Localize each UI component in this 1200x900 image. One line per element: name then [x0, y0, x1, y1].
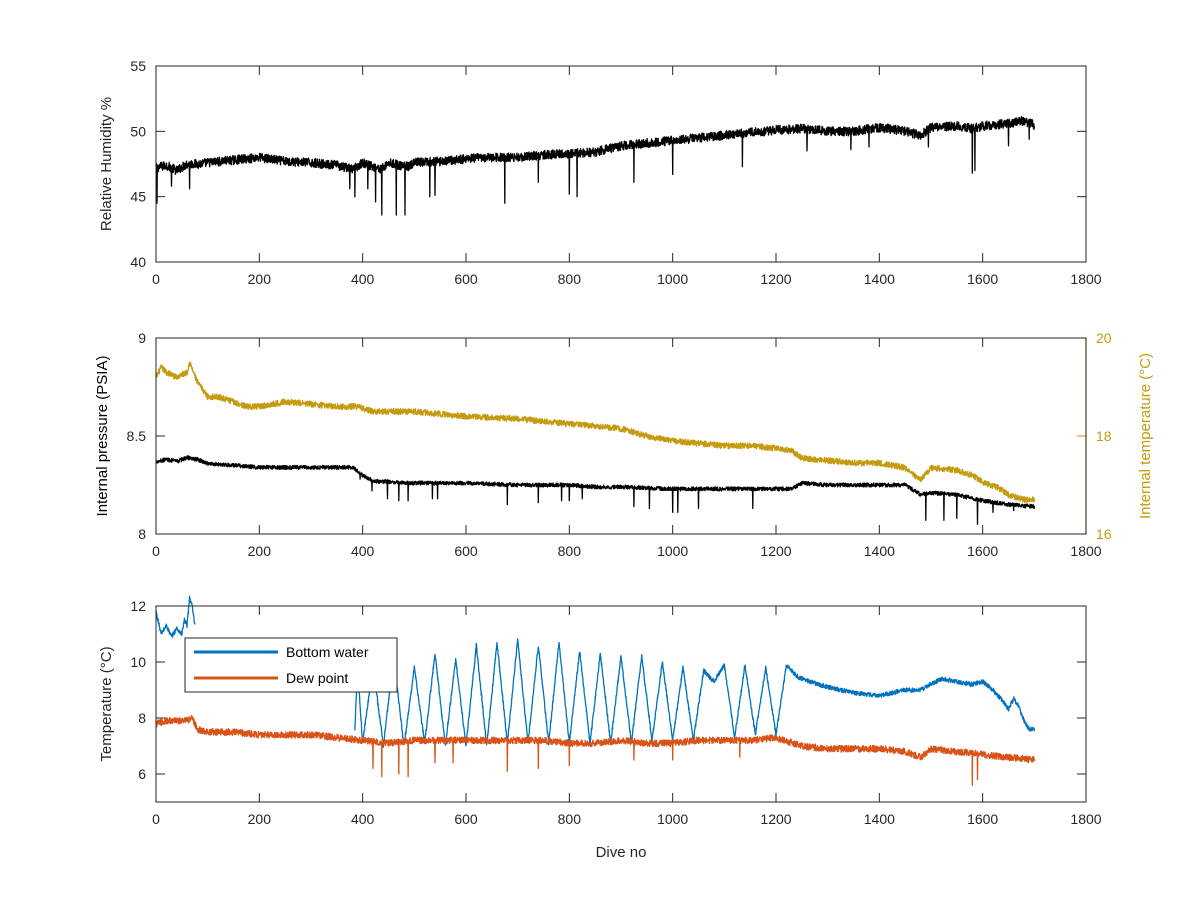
ylabel-temperature: Temperature (°C): [98, 646, 115, 761]
x-tick-label: 200: [248, 271, 272, 287]
y-tick-label: 8.5: [127, 428, 147, 444]
x-tick-label: 1200: [760, 271, 791, 287]
x-tick-label: 200: [248, 811, 272, 827]
panel-temperature: Temperature (°C) Dive no 0 200 400 600 800 10…: [98, 595, 1102, 861]
axes-box-humidity: [155, 65, 1087, 263]
axes-box-pressure: [155, 337, 1087, 535]
x-tick-label: 1400: [864, 271, 895, 287]
y-tick-label: 8: [138, 526, 146, 542]
ylabel-pressure: Internal pressure (PSIA): [94, 356, 111, 517]
x-tick-label: 400: [351, 811, 375, 827]
x-tick-label: 800: [558, 271, 582, 287]
y-tick-label: 40: [130, 254, 146, 270]
x-tick-label: 800: [558, 543, 582, 559]
ticks-humidity: 0 200 400 600 800 1000 1200 1400 1600 1800 40 45 50 5…: [130, 58, 1101, 287]
x-tick-label: 1400: [864, 811, 895, 827]
x-tick-label: 1800: [1070, 271, 1101, 287]
x-tick-label: 600: [454, 811, 478, 827]
x-tick-label: 1600: [967, 543, 998, 559]
series-temperature: [155, 595, 1035, 786]
x-tick-label: 1000: [657, 811, 688, 827]
series-line-1-0-0: [155, 361, 1035, 504]
panel-pressure-temperature: Internal pressure (PSIA) Internal temper…: [94, 330, 1154, 559]
x-tick-label: 1800: [1070, 811, 1101, 827]
y2-tick-label: 16: [1096, 526, 1112, 542]
x-tick-label: 1600: [967, 271, 998, 287]
x-tick-label: 600: [454, 543, 478, 559]
x-tick-label: 1200: [760, 543, 791, 559]
panel-humidity: Relative Humidity % 0 200 400 600 800 1000 120…: [98, 58, 1102, 287]
legend-label-dew-point: Dew point: [286, 670, 348, 686]
y-tick-label: 8: [138, 710, 146, 726]
axes-box-temperature: [155, 605, 1087, 803]
y-tick-label: 10: [130, 654, 146, 670]
y2-tick-label: 20: [1096, 330, 1112, 346]
series-line-0-0-0: [155, 116, 1035, 216]
ylabel-internal-temperature: Internal temperature (°C): [1137, 353, 1154, 519]
x-tick-label: 1000: [657, 543, 688, 559]
y-tick-label: 9: [138, 330, 146, 346]
series-line-1-1-0: [155, 455, 1035, 525]
ticks-pressure: 0 200 400 600 800 1000 1200 1400 1600 1800 8 8.5 9 16…: [127, 330, 1112, 559]
xlabel-dive-no: Dive no: [596, 844, 647, 861]
y-tick-label: 6: [138, 766, 146, 782]
series-line-2-0-0: [155, 595, 196, 638]
x-tick-label: 1000: [657, 271, 688, 287]
x-tick-label: 0: [152, 811, 160, 827]
x-tick-label: 400: [351, 271, 375, 287]
series-pressure-temperature: [155, 361, 1035, 525]
y-tick-label: 45: [130, 189, 146, 205]
legend-box: [184, 637, 398, 693]
x-tick-label: 400: [351, 543, 375, 559]
x-tick-label: 1400: [864, 543, 895, 559]
x-tick-label: 1600: [967, 811, 998, 827]
series-humidity: [155, 116, 1035, 216]
ylabel-humidity: Relative Humidity %: [98, 97, 115, 231]
x-tick-label: 800: [558, 811, 582, 827]
y2-tick-label: 18: [1096, 428, 1112, 444]
x-tick-label: 1800: [1070, 543, 1101, 559]
x-tick-label: 200: [248, 543, 272, 559]
y-tick-label: 12: [130, 598, 146, 614]
y-tick-label: 55: [130, 58, 146, 74]
legend-label-bottom-water: Bottom water: [286, 644, 369, 660]
x-tick-label: 0: [152, 271, 160, 287]
x-tick-label: 0: [152, 543, 160, 559]
x-tick-label: 1200: [760, 811, 791, 827]
series-line-2-0-1: [354, 638, 1035, 748]
x-tick-label: 600: [454, 271, 478, 287]
y-tick-label: 50: [130, 123, 146, 139]
legend: Bottom water Dew point: [184, 637, 398, 693]
ticks-temperature: 0 200 400 600 800 1000 1200 1400 1600 1800 6 8 10 12: [130, 598, 1101, 827]
series-line-2-1-0: [155, 714, 1035, 786]
